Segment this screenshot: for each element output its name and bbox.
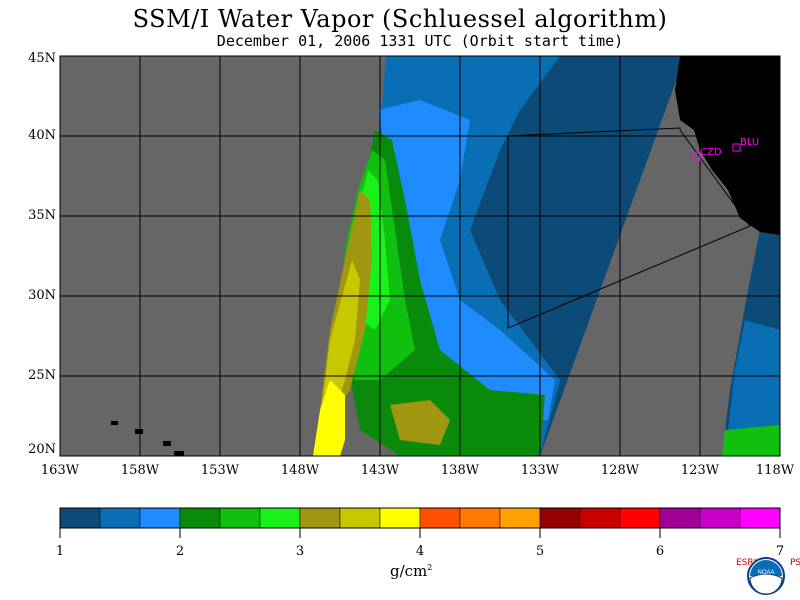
colorbar-swatch (59, 507, 101, 529)
logo-psd-text: PSD (790, 558, 800, 568)
lon-label-118w: 118W (755, 463, 795, 478)
lat-label-35n: 35N (28, 208, 56, 223)
lon-label-158w: 158W (120, 463, 160, 478)
colorbar-tick-1: 1 (55, 544, 65, 559)
swath-east-medblue (728, 320, 780, 430)
region-outline (507, 127, 751, 329)
colorbar-swatch (579, 507, 621, 529)
lon-label-128w: 128W (600, 463, 640, 478)
lat-label-30n: 30N (28, 288, 56, 303)
island-maui (163, 441, 171, 446)
noaa-logo: NOAA (747, 557, 785, 595)
colorbar-tick-6: 6 (655, 544, 665, 559)
colorbar-swatch (659, 507, 701, 529)
lat-label-45n: 45N (28, 51, 56, 66)
colorbar-swatch (499, 507, 541, 529)
map-subtitle: December 01, 2006 1331 UTC (Orbit start … (216, 32, 624, 50)
lon-label-148w: 148W (280, 463, 320, 478)
colorbar-swatch (459, 507, 501, 529)
lon-label-163w: 163W (40, 463, 80, 478)
colorbar-swatch (179, 507, 221, 529)
units-exponent: 2 (427, 563, 433, 572)
colorbar-swatch (379, 507, 421, 529)
station-blu-label: BLU (740, 137, 760, 148)
lat-label-40n: 40N (28, 128, 56, 143)
swath-east-green (722, 425, 780, 456)
lon-label-138w: 138W (440, 463, 480, 478)
lon-label-123w: 123W (680, 463, 720, 478)
lat-label-25n: 25N (28, 368, 56, 383)
colorbar-tick-4: 4 (415, 544, 425, 559)
swath-band-yellowgreen (322, 260, 360, 410)
swath-band-blue (378, 100, 555, 420)
colorbar-units: g/cm2 (390, 562, 432, 580)
colorbar-tick-7: 7 (775, 544, 785, 559)
island-hawaii (174, 451, 184, 456)
colorbar-swatch (539, 507, 581, 529)
colorbar-swatch (339, 507, 381, 529)
colorbar-swatch (299, 507, 341, 529)
grid-lines (60, 56, 780, 456)
colorbar-swatch (619, 507, 661, 529)
lat-label-20n: 20N (28, 442, 56, 457)
island-oahu (135, 429, 143, 434)
lon-label-143w: 143W (360, 463, 400, 478)
swath-band-olive-south (390, 400, 450, 445)
colorbar-swatch (219, 507, 261, 529)
lon-label-153w: 153W (200, 463, 240, 478)
colorbar-ticks (59, 528, 781, 538)
colorbar-swatch (139, 507, 181, 529)
swath-band-yellow (313, 380, 345, 456)
station-blu-marker (732, 143, 741, 152)
station-czd-marker (692, 152, 701, 161)
station-czd-label: CZD (700, 147, 722, 158)
colorbar-tick-5: 5 (535, 544, 545, 559)
noaa-logo-text: NOAA (757, 570, 774, 576)
map-title: SSM/I Water Vapor (Schluessel algorithm) (132, 5, 668, 33)
colorbar-tick-3: 3 (295, 544, 305, 559)
lon-label-133w: 133W (520, 463, 560, 478)
colorbar-tick-2: 2 (175, 544, 185, 559)
land-california (675, 56, 780, 235)
colorbar (59, 507, 781, 529)
colorbar-swatch (99, 507, 141, 529)
map-frame (59, 55, 781, 457)
units-text: g/cm (390, 562, 428, 580)
colorbar-swatch (699, 507, 741, 529)
colorbar-swatch (419, 507, 461, 529)
colorbar-swatch (259, 507, 301, 529)
swath-band-darkgreen (345, 130, 545, 456)
island-kauai (111, 421, 118, 425)
colorbar-swatch (739, 507, 781, 529)
